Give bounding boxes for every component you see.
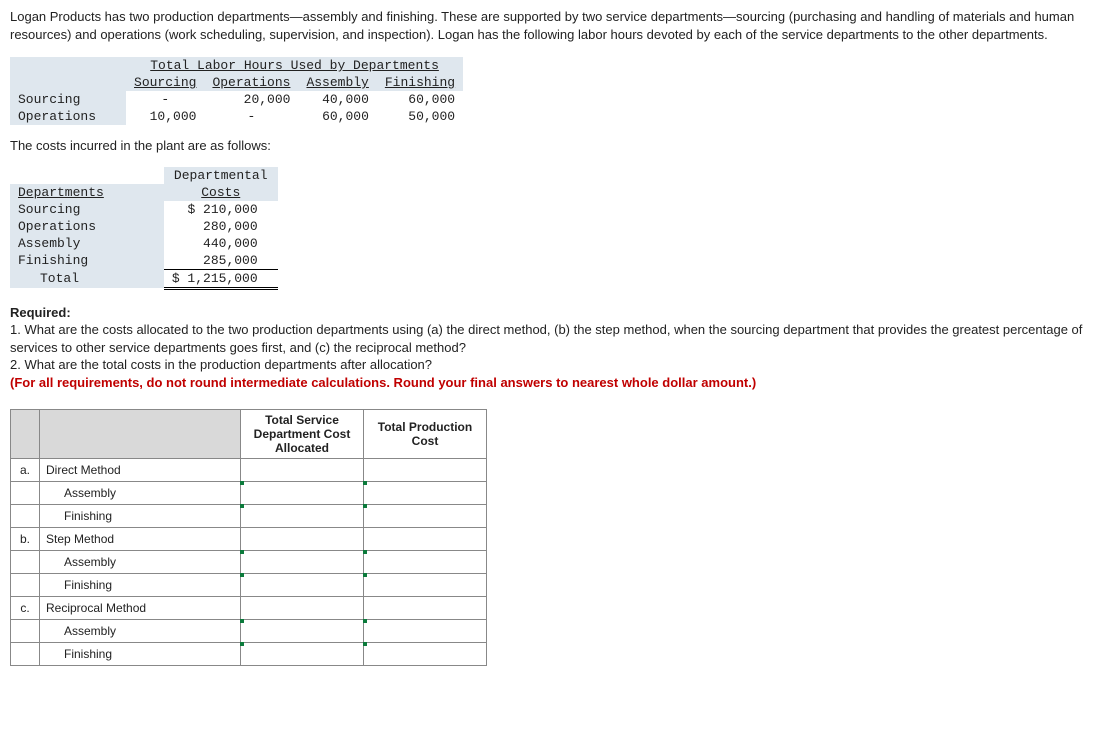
ans-letter: c. [11, 597, 40, 620]
answer-table: Total Service Department Cost Allocated … [10, 409, 487, 666]
ans-service-cost-cell[interactable] [241, 505, 364, 528]
ans-service-cost-cell [241, 597, 364, 620]
ans-label: Direct Method [40, 459, 241, 482]
ans-production-cost-cell [364, 459, 487, 482]
ans-production-cost-cell[interactable] [364, 505, 487, 528]
row-label: Finishing [10, 252, 164, 270]
ans-production-cost-cell [364, 597, 487, 620]
cell: 20,000 [204, 91, 298, 108]
cell: 60,000 [298, 108, 376, 125]
ans-letter [11, 643, 40, 666]
cost-table: Departmental Departments Costs Sourcing$… [10, 167, 278, 290]
col-finishing: Finishing [377, 74, 463, 91]
ans-label: Finishing [40, 505, 241, 528]
ans-label: Reciprocal Method [40, 597, 241, 620]
ans-label: Assembly [40, 620, 241, 643]
cell: $ 210,000 [164, 201, 278, 218]
cell: 40,000 [298, 91, 376, 108]
cost-col-header2: Costs [164, 184, 278, 201]
ans-label: Assembly [40, 551, 241, 574]
ans-header-blank2 [40, 410, 241, 459]
required-q2: 2. What are the total costs in the produ… [10, 357, 432, 372]
row-label: Operations [10, 218, 164, 235]
row-label: Operations [10, 108, 126, 125]
ans-service-cost-cell[interactable] [241, 482, 364, 505]
cost-col-header: Departmental [164, 167, 278, 184]
required-heading: Required: [10, 305, 71, 320]
ans-service-cost-cell[interactable] [241, 643, 364, 666]
required-block: Required: 1. What are the costs allocate… [10, 304, 1084, 392]
ans-production-cost-cell[interactable] [364, 620, 487, 643]
required-note: (For all requirements, do not round inte… [10, 375, 756, 390]
ans-letter [11, 482, 40, 505]
ans-production-cost-cell[interactable] [364, 574, 487, 597]
cell: 10,000 [126, 108, 204, 125]
row-label: Sourcing [10, 201, 164, 218]
ans-production-cost-cell[interactable] [364, 643, 487, 666]
ans-service-cost-cell[interactable] [241, 574, 364, 597]
cell: 60,000 [377, 91, 463, 108]
row-label-total: Total [10, 269, 164, 288]
cell: 285,000 [164, 252, 278, 270]
ans-service-cost-cell [241, 528, 364, 551]
required-q1: 1. What are the costs allocated to the t… [10, 322, 1082, 355]
ans-service-cost-cell[interactable] [241, 551, 364, 574]
ans-label: Finishing [40, 643, 241, 666]
ans-service-cost-cell[interactable] [241, 620, 364, 643]
ans-production-cost-cell[interactable] [364, 551, 487, 574]
col-assembly: Assembly [298, 74, 376, 91]
col-operations: Operations [204, 74, 298, 91]
ans-service-cost-cell [241, 459, 364, 482]
sub-text-1: The costs incurred in the plant are as f… [10, 137, 1084, 155]
ans-letter [11, 620, 40, 643]
ans-header-prod: Total Production Cost [364, 410, 487, 459]
ans-letter: b. [11, 528, 40, 551]
ans-letter [11, 505, 40, 528]
labor-hours-table: Total Labor Hours Used by Departments So… [10, 57, 463, 125]
ans-label: Step Method [40, 528, 241, 551]
row-label: Assembly [10, 235, 164, 252]
cell-total: $ 1,215,000 [164, 269, 278, 288]
ans-label: Finishing [40, 574, 241, 597]
ans-production-cost-cell[interactable] [364, 482, 487, 505]
cell: 440,000 [164, 235, 278, 252]
intro-text: Logan Products has two production depart… [10, 8, 1084, 43]
ans-production-cost-cell [364, 528, 487, 551]
ans-header-service: Total Service Department Cost Allocated [241, 410, 364, 459]
col-sourcing: Sourcing [126, 74, 204, 91]
ans-label: Assembly [40, 482, 241, 505]
row-label: Sourcing [10, 91, 126, 108]
cell: - [126, 91, 204, 108]
ans-letter [11, 551, 40, 574]
dept-col-header: Departments [10, 184, 164, 201]
ans-letter [11, 574, 40, 597]
cell: 50,000 [377, 108, 463, 125]
cell: 280,000 [164, 218, 278, 235]
labor-table-title: Total Labor Hours Used by Departments [126, 57, 463, 74]
ans-header-blank1 [11, 410, 40, 459]
cell: - [204, 108, 298, 125]
ans-letter: a. [11, 459, 40, 482]
